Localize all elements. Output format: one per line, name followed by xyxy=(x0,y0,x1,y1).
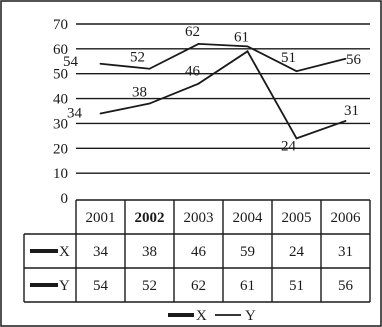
series-line-y xyxy=(100,42,346,73)
data-labels: 34 38 46 61 24 31 54 52 62 51 56 xyxy=(63,24,362,154)
data-point-x xyxy=(99,112,102,115)
data-label-x: 61 xyxy=(234,29,249,45)
gridlines xyxy=(76,23,370,174)
table-header-cell: 2005 xyxy=(282,210,312,226)
data-label-x: 24 xyxy=(281,138,297,154)
y-tick-label: 30 xyxy=(53,116,68,132)
data-label-y: 62 xyxy=(185,24,200,40)
table-row-label: Y xyxy=(59,278,70,294)
data-point-y xyxy=(99,62,102,65)
y-tick-label: 60 xyxy=(53,42,68,58)
table-cell: 61 xyxy=(240,278,255,294)
table-cell: 38 xyxy=(142,244,157,260)
series-line-x xyxy=(100,50,346,140)
data-point-y xyxy=(344,57,347,60)
data-point-y xyxy=(295,70,298,73)
table-cell: 51 xyxy=(289,278,304,294)
y-tick-label: 50 xyxy=(53,67,68,83)
data-point-x xyxy=(344,120,347,122)
table-cell: 24 xyxy=(289,244,305,260)
data-point-y xyxy=(197,42,200,45)
data-label-x: 31 xyxy=(344,103,359,119)
y-tick-labels: 0 10 20 30 40 50 60 70 xyxy=(53,17,68,207)
table-cell: 34 xyxy=(93,244,109,260)
table-header-cell: 2006 xyxy=(331,210,362,226)
table-cell: 59 xyxy=(240,244,255,260)
table-cell: 54 xyxy=(93,278,109,294)
table-cell: 46 xyxy=(191,244,207,260)
table-header-cell: 2003 xyxy=(184,210,214,226)
table-cell: 56 xyxy=(338,278,354,294)
y-tick-label: 70 xyxy=(53,17,68,33)
data-point-x xyxy=(246,50,249,53)
table-header-cell: 2004 xyxy=(233,210,264,226)
table-cell: 52 xyxy=(142,278,157,294)
y-tick-label: 40 xyxy=(53,92,68,108)
data-point-x xyxy=(148,102,151,105)
table-cell: 31 xyxy=(338,244,353,260)
series-lines xyxy=(99,42,347,140)
table-header-cell: 2002 xyxy=(135,210,165,226)
data-label-y: 52 xyxy=(130,50,145,66)
y-tick-label: 0 xyxy=(61,191,69,207)
data-point-y xyxy=(148,67,151,70)
y-tick-label: 10 xyxy=(53,166,68,182)
data-label-x: 46 xyxy=(185,64,201,80)
data-label-x: 34 xyxy=(67,105,83,121)
table-header-cell: 2001 xyxy=(86,210,116,226)
data-label-y: 54 xyxy=(63,54,79,70)
table-cell: 62 xyxy=(191,278,206,294)
data-point-x xyxy=(295,137,298,140)
data-label-y: 51 xyxy=(281,50,296,66)
data-label-x: 38 xyxy=(132,85,147,101)
legend-label-y: Y xyxy=(245,308,256,324)
data-point-y xyxy=(246,45,249,48)
legend-label-x: X xyxy=(196,308,207,324)
data-label-y: 56 xyxy=(346,52,362,68)
data-point-x xyxy=(197,82,200,85)
data-table: 2001 2002 2003 2004 2005 2006 X 34 38 46 59 24 31 Y 54… xyxy=(23,199,371,303)
table-row-label: X xyxy=(59,244,70,260)
y-tick-label: 20 xyxy=(53,141,68,157)
